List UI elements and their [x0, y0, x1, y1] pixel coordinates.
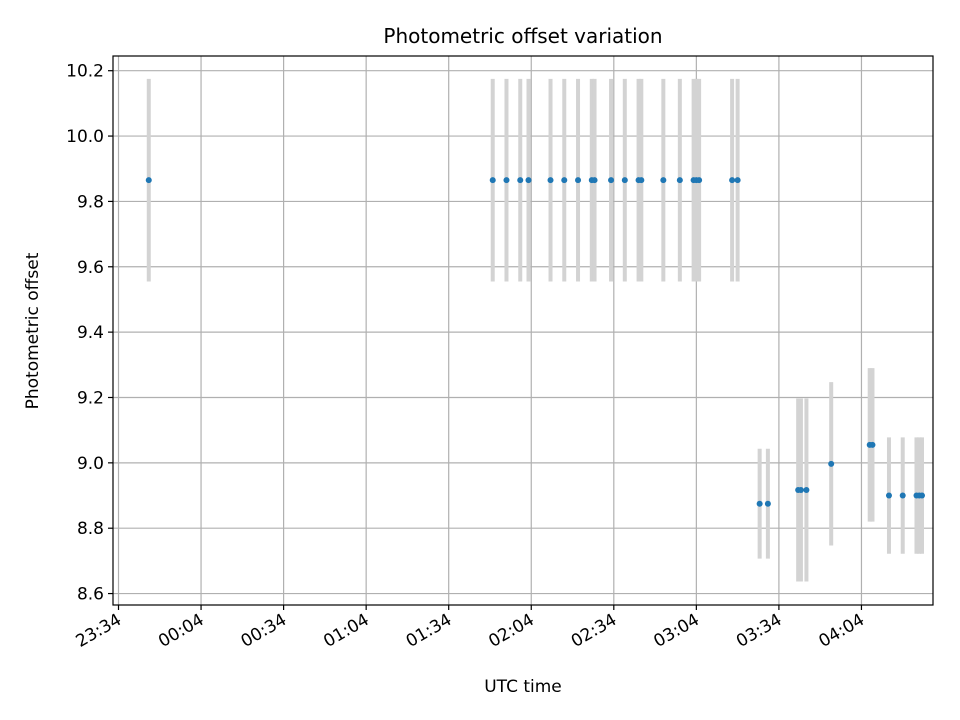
data-point: [561, 177, 568, 184]
chart-title: Photometric offset variation: [383, 24, 662, 48]
data-point: [517, 177, 524, 184]
y-tick-label: 10.2: [66, 62, 104, 82]
data-point: [729, 177, 736, 184]
grid: [113, 56, 933, 605]
y-tick-label: 9.8: [77, 192, 104, 212]
plot-frame: [112, 55, 934, 606]
data-point: [575, 177, 582, 184]
data-point: [734, 177, 741, 184]
data-point: [145, 177, 152, 184]
y-tick-label: 9.4: [77, 323, 104, 343]
data-point: [489, 177, 496, 184]
data-point: [547, 177, 554, 184]
data-point: [764, 500, 771, 507]
data-point: [676, 177, 683, 184]
data-point: [696, 177, 703, 184]
data-point: [660, 177, 667, 184]
data-point: [608, 177, 615, 184]
data-point: [621, 177, 628, 184]
data-point: [869, 441, 876, 448]
data-point: [885, 492, 892, 499]
y-axis-label: Photometric offset: [23, 252, 43, 409]
data-points: [145, 177, 925, 507]
x-axis-label: UTC time: [484, 677, 562, 697]
data-point: [591, 177, 598, 184]
y-axis: 8.6 8.8 9.0 9.2 9.4 9.6 9.8 10.0 10.2: [66, 62, 113, 605]
data-point: [899, 492, 906, 499]
data-point: [797, 486, 804, 493]
data-point: [918, 492, 925, 499]
y-tick-label: 8.6: [77, 585, 104, 605]
y-tick-label: 10.0: [66, 127, 104, 147]
y-tick-label: 9.6: [77, 258, 104, 278]
data-point: [803, 486, 810, 493]
data-point: [638, 177, 645, 184]
y-tick-label: 9.0: [77, 454, 104, 474]
data-point: [756, 500, 763, 507]
data-point: [828, 460, 835, 467]
y-tick-label: 9.2: [77, 388, 104, 408]
data-point: [503, 177, 510, 184]
data-point: [525, 177, 532, 184]
y-tick-label: 8.8: [77, 519, 104, 539]
